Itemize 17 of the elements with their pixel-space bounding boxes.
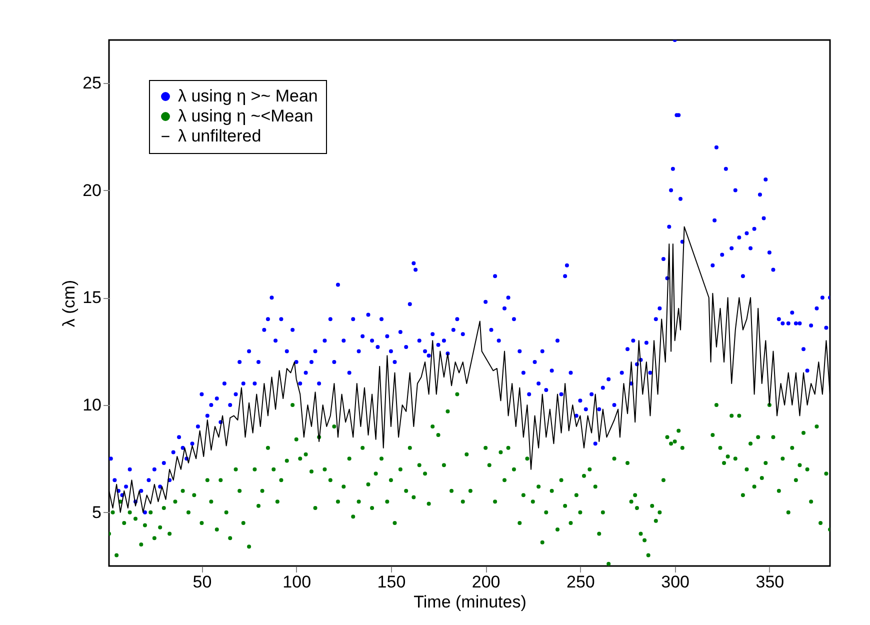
x-tick-label: 100 [282,572,312,592]
y-tick-label: 20 [82,180,102,200]
x-tick-label: 250 [566,572,595,592]
y-tick-label: 10 [82,395,102,414]
y-tick-label: 5 [92,502,102,522]
x-tick-label: 150 [377,572,406,592]
x-axis-title: Time (minutes) [414,592,526,612]
x-tick-label: 50 [192,572,212,592]
x-tick-label: 200 [472,572,500,592]
y-tick-label: 25 [82,73,102,92]
y-tick-label: 15 [82,288,102,308]
x-tick-label: 300 [661,572,690,592]
y-axis-title: λ (cm) [60,280,79,328]
legend-label: λ using η >~ Mean [178,86,318,106]
x-tick-label: 350 [756,572,784,592]
legend-label: λ using η ~<Mean [178,106,314,126]
legend-label: λ unfiltered [178,126,262,146]
